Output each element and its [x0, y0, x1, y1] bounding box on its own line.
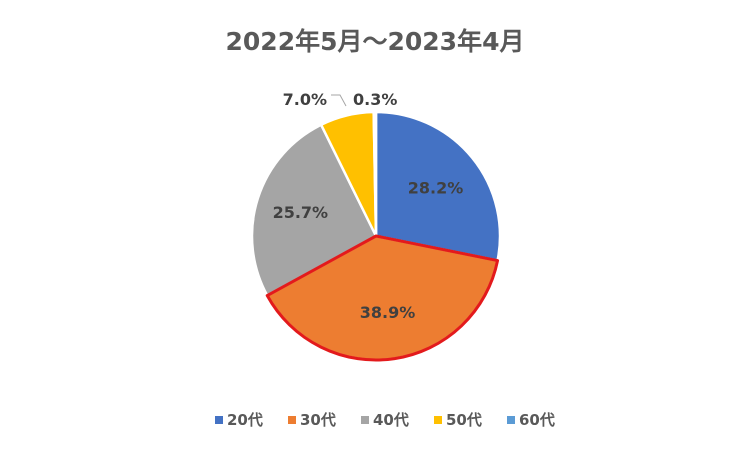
data-label-4: 7.0% [283, 90, 327, 109]
legend-label-2: 30代 [300, 411, 336, 429]
legend-swatch-3 [361, 416, 369, 424]
highlight-outline [265, 234, 500, 362]
data-labels: 28.2% 38.9% 25.7% 7.0% 0.3% [273, 90, 464, 322]
legend-label-3: 40代 [373, 411, 409, 429]
legend-swatch-5 [507, 416, 515, 424]
legend-swatch-2 [288, 416, 296, 424]
legend-label-5: 60代 [519, 411, 555, 429]
pie-slices [250, 110, 502, 362]
data-label-1: 28.2% [408, 178, 464, 197]
legend-label-1: 20代 [227, 411, 263, 429]
chart-title: 2022年5月～2023年4月 [226, 27, 525, 56]
legend: 20代 30代 40代 50代 60代 [215, 411, 555, 429]
pie-slice-1 [374, 110, 502, 262]
data-label-2: 38.9% [360, 303, 416, 322]
data-label-3: 25.7% [273, 203, 329, 222]
legend-swatch-4 [434, 416, 442, 424]
legend-swatch-1 [215, 416, 223, 424]
data-label-5: 0.3% [353, 90, 397, 109]
pie-slice-5 [372, 110, 378, 238]
leader-line [331, 94, 347, 107]
legend-label-4: 50代 [446, 411, 482, 429]
